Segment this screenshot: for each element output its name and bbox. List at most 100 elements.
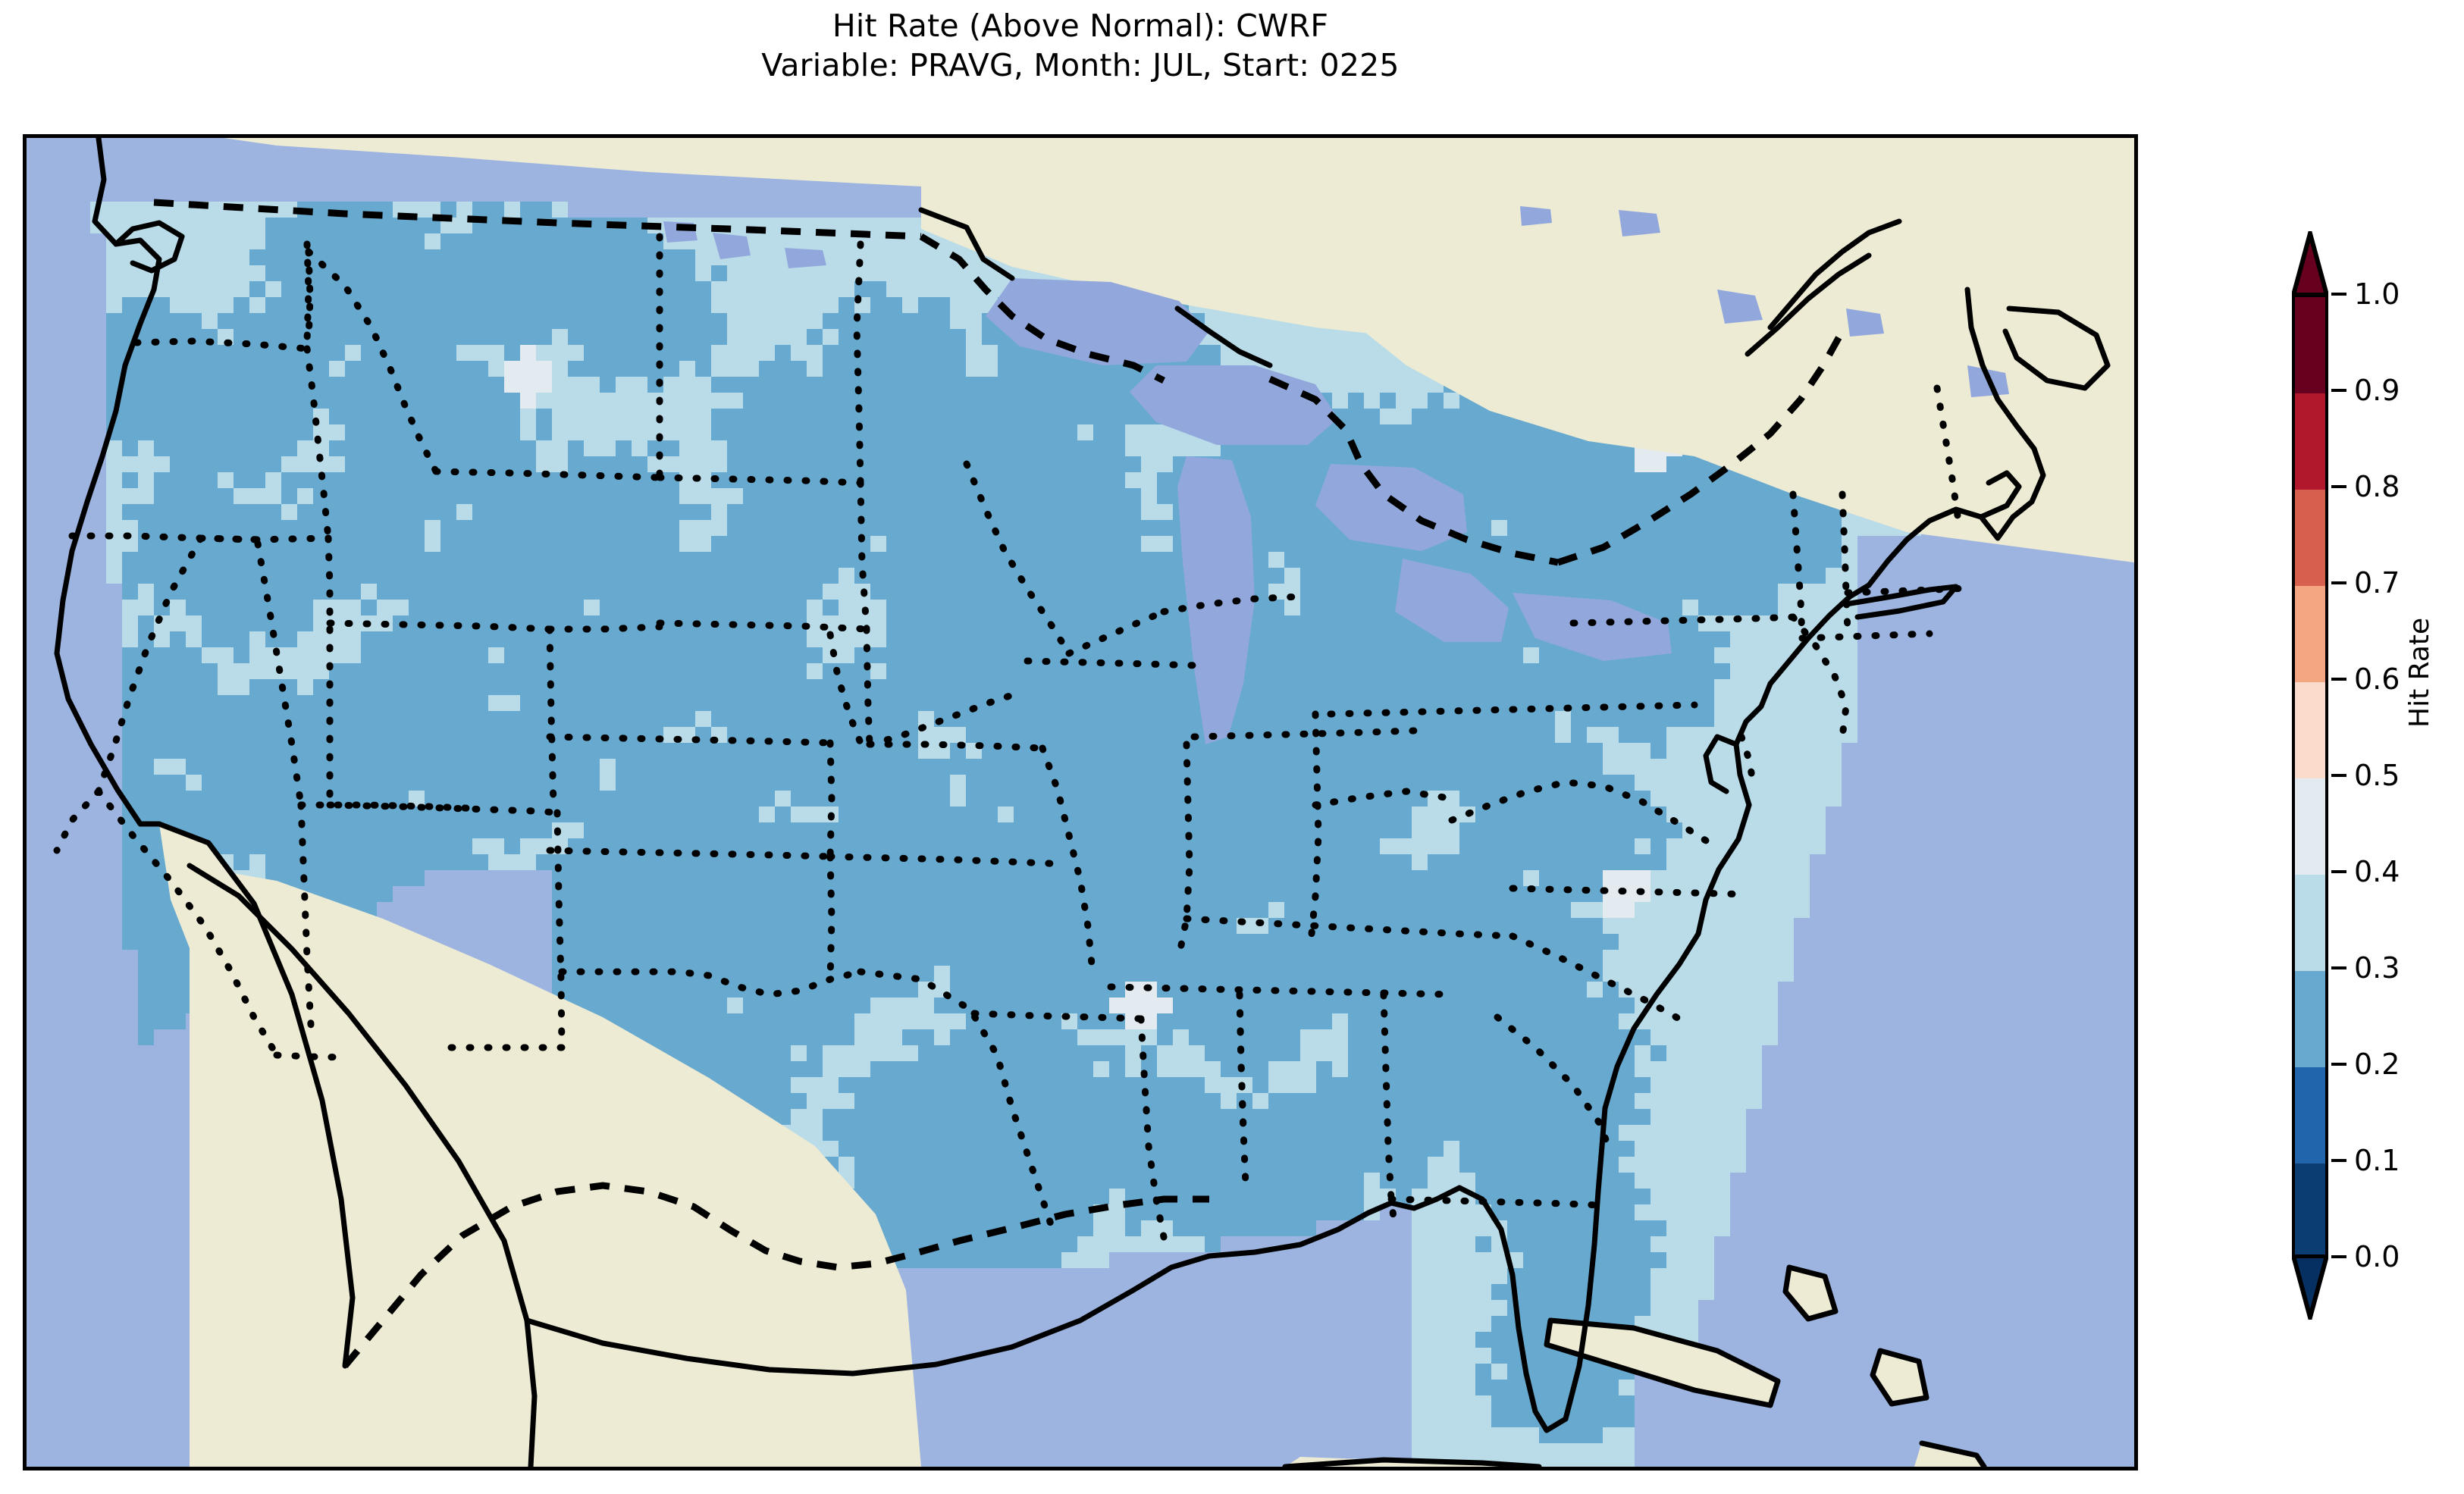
heatmap-cell [695,218,711,233]
heatmap-cell [456,233,472,249]
heatmap-cell [202,265,218,281]
heatmap-cell [313,265,329,281]
heatmap-cell [409,249,425,265]
heatmap-cell [170,202,186,218]
heatmap-cell [632,233,647,249]
heatmap-cell [202,218,218,233]
heatmap-cell [409,233,425,249]
heatmap-cell [265,233,281,249]
heatmap-cell [934,249,950,265]
heatmap-cell [425,249,440,265]
heatmap-cell [568,249,584,265]
heatmap-cell [839,218,854,233]
heatmap-cell [839,233,854,249]
heatmap-cell [536,202,552,218]
heatmap-cell [313,202,329,218]
heatmap-cell [377,249,393,265]
heatmap-cell [568,233,584,249]
heatmap-cell [886,218,902,233]
heatmap-cell [393,249,409,265]
heatmap-cell [361,233,377,249]
heatmap-cell [170,265,186,281]
heatmap-cell [377,233,393,249]
heatmap-cell [393,218,409,233]
heatmap-cell [807,233,823,249]
heatmap-cell [345,202,361,218]
heatmap-cell [122,202,138,218]
heatmap-cell [202,249,218,265]
heatmap-cell [552,202,568,218]
heatmap-cell [679,249,695,265]
heatmap-cell [918,249,934,265]
heatmap-cell [425,218,440,233]
heatmap-cell [870,233,886,249]
heatmap-cell [425,202,440,218]
map-panel [23,134,2138,1471]
heatmap-cell [345,218,361,233]
heatmap-cell [234,233,249,249]
heatmap-cell [106,218,122,233]
heatmap-cell [902,233,918,249]
heatmap-cell [870,218,886,233]
heatmap-cell [520,218,536,233]
heatmap-cell [409,218,425,233]
heatmap-cell [393,233,409,249]
heatmap-cell [249,265,265,281]
heatmap-cell [186,265,202,281]
heatmap-cell [361,249,377,265]
heatmap-cell [584,249,600,265]
heatmap-cell [329,218,345,233]
heatmap-cell [839,249,854,265]
heatmap-cell [488,218,504,233]
heatmap-cell [488,249,504,265]
heatmap-cell [488,202,504,218]
heatmap-cell [265,218,281,233]
heatmap-cell [281,265,297,281]
heatmap-cell [377,218,393,233]
heatmap-cell [600,233,616,249]
heatmap-cell [234,265,249,281]
heatmap-cell [106,265,122,281]
heatmap-cell [218,233,234,249]
heatmap-cell [265,249,281,265]
heatmap-cell [695,233,711,249]
heatmap-cell [902,249,918,265]
heatmap-cell [536,233,552,249]
heatmap-cell [870,249,886,265]
heatmap-cell [759,249,775,265]
heatmap-cell [329,249,345,265]
heatmap-cell [186,233,202,249]
heatmap-cell [313,249,329,265]
heatmap-cell [823,249,839,265]
title-line-2: Variable: PRAVG, Month: JUL, Start: 0225 [761,47,1400,84]
heatmap-cell [313,233,329,249]
heatmap-cell [218,265,234,281]
heatmap-cell [520,249,536,265]
heatmap-cell [122,265,138,281]
heatmap-cell [202,233,218,249]
heatmap-cell [472,249,488,265]
heatmap-cell [663,249,679,265]
heatmap-cell [313,218,329,233]
heatmap-cell [440,233,456,249]
heatmap-cell [775,233,791,249]
heatmap-cell [727,218,743,233]
heatmap-cell [440,202,456,218]
heatmap-cell [265,265,281,281]
heatmap-cell [504,249,520,265]
heatmap-cell [440,249,456,265]
heatmap-cell [520,202,536,218]
heatmap-cell [616,249,632,265]
heatmap-cell [345,249,361,265]
heatmap-cell [823,233,839,249]
heatmap-cell [281,233,297,249]
heatmap-cell [106,202,122,218]
heatmap-cell [249,249,265,265]
heatmap-cell [759,233,775,249]
heatmap-cell [632,218,647,233]
heatmap-cell [234,249,249,265]
heatmap-cell [234,218,249,233]
heatmap-cell [695,249,711,265]
heatmap-cell [791,233,807,249]
heatmap-cell [249,218,265,233]
